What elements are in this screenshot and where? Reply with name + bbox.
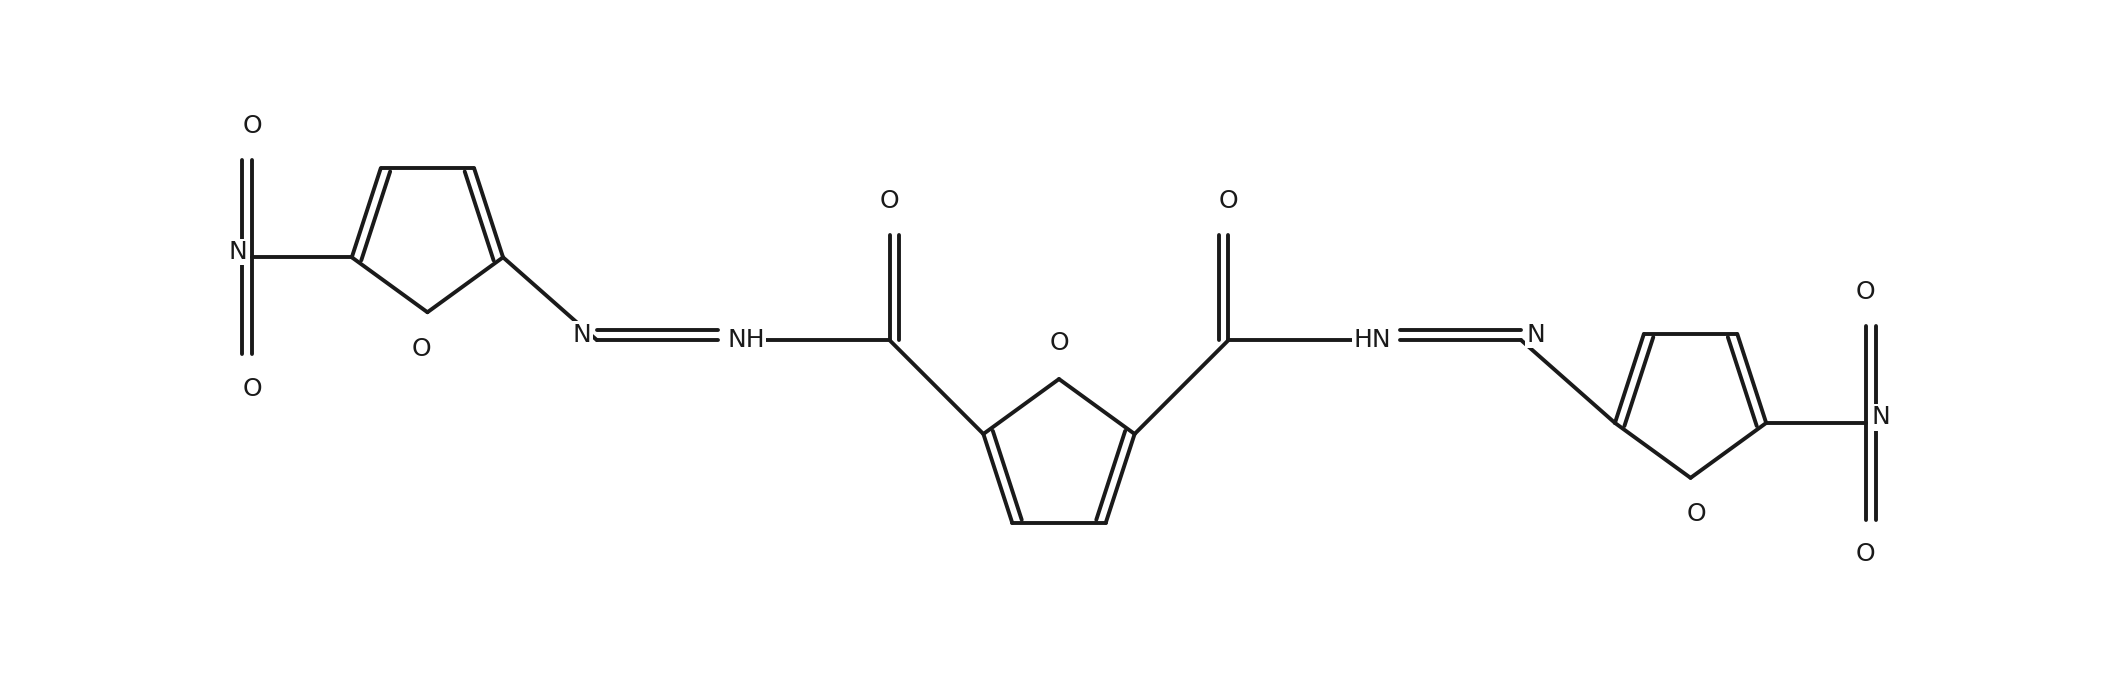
Text: HN: HN xyxy=(1353,328,1392,352)
Text: O: O xyxy=(879,189,900,213)
Text: N: N xyxy=(229,240,248,264)
Text: N: N xyxy=(1870,406,1889,430)
Text: O: O xyxy=(1686,502,1705,526)
Text: N: N xyxy=(1527,322,1546,346)
Text: O: O xyxy=(1855,279,1874,304)
Text: O: O xyxy=(1855,542,1874,566)
Text: O: O xyxy=(244,114,263,138)
Text: N: N xyxy=(572,322,591,346)
Text: NH: NH xyxy=(726,328,765,352)
Text: O: O xyxy=(1218,189,1239,213)
Text: O: O xyxy=(413,337,432,361)
Text: O: O xyxy=(1048,331,1070,354)
Text: O: O xyxy=(244,376,263,400)
